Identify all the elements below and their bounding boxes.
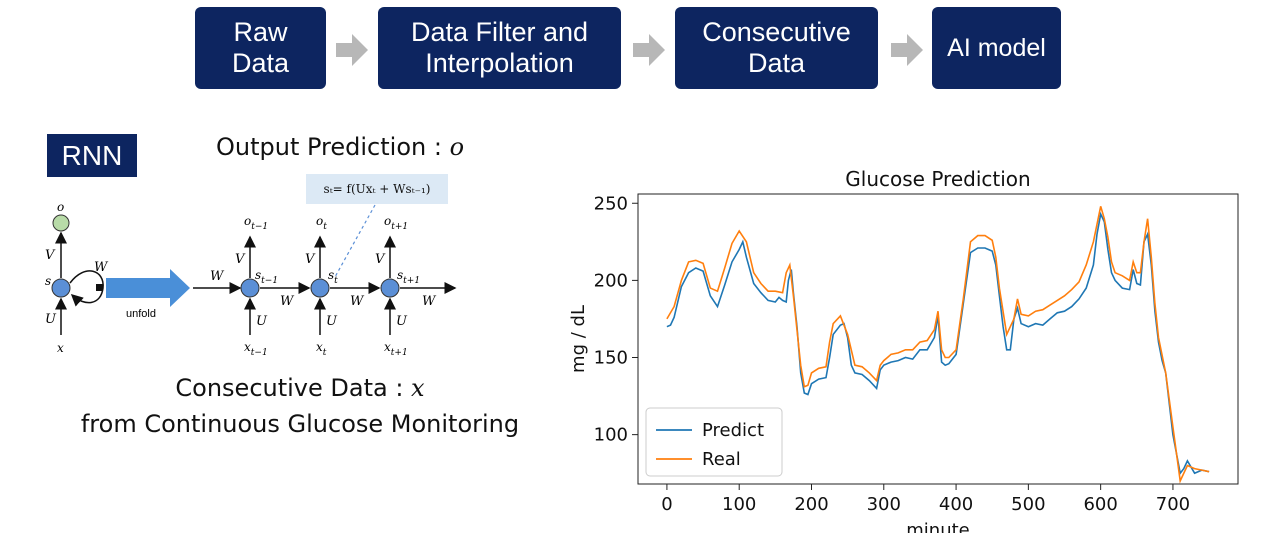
x-tick-label: 500 bbox=[1011, 494, 1045, 515]
x-tick-label: 700 bbox=[1156, 494, 1190, 515]
input-caption-line2: from Continuous Glucose Monitoring bbox=[80, 410, 520, 438]
rnn-badge: RNN bbox=[47, 134, 137, 177]
input-var: x bbox=[411, 374, 425, 402]
label-o-cur: ot bbox=[316, 214, 327, 232]
hidden-node-next bbox=[380, 278, 400, 298]
label-V: V bbox=[45, 248, 56, 263]
output-caption: Output Prediction : o bbox=[200, 133, 480, 161]
y-tick-label: 150 bbox=[594, 348, 628, 369]
hidden-node-cur bbox=[310, 278, 330, 298]
chart-title: Glucose Prediction bbox=[845, 168, 1030, 191]
label-U-2: U bbox=[326, 314, 338, 329]
pipeline-arrow-1 bbox=[336, 34, 368, 66]
rnn-formula: sₜ= f(Uxₜ + Wsₜ₋₁) bbox=[306, 174, 448, 204]
output-var: o bbox=[449, 133, 465, 161]
pipeline-step-ai-model: AI model bbox=[932, 7, 1061, 89]
x-tick-label: 0 bbox=[661, 494, 672, 515]
legend-label-predict: Predict bbox=[702, 420, 764, 441]
unfold-label: unfold bbox=[126, 308, 156, 320]
legend-label-real: Real bbox=[702, 449, 741, 470]
label-U: U bbox=[45, 312, 57, 327]
label-x-next: xt+1 bbox=[384, 340, 408, 358]
folded-output-node bbox=[52, 214, 70, 232]
x-axis-label: minute bbox=[906, 520, 969, 533]
pipeline-arrow-3 bbox=[891, 34, 923, 66]
label-x: x bbox=[57, 341, 64, 355]
folded-hidden-node bbox=[51, 278, 71, 298]
label-o: o bbox=[57, 200, 64, 214]
x-tick-label: 200 bbox=[794, 494, 828, 515]
label-V-1: V bbox=[235, 252, 246, 267]
input-caption-line1: Consecutive Data : x bbox=[175, 374, 425, 402]
glucose-chart: Glucose Prediction 0 100 200 300 400 500 600 700… bbox=[568, 168, 1239, 533]
pipeline-step-data-filter: Data Filter and Interpolation bbox=[378, 7, 621, 89]
y-axis-label: mg / dL bbox=[568, 305, 589, 373]
plot-frame bbox=[637, 193, 1239, 485]
label-U-1: U bbox=[256, 314, 268, 329]
label-x-cur: xt bbox=[316, 340, 327, 358]
y-tick-label: 100 bbox=[594, 425, 628, 446]
pipeline-step-raw-data: Raw Data bbox=[195, 7, 326, 89]
hidden-node-prev bbox=[240, 278, 260, 298]
x-tick-label: 100 bbox=[722, 494, 756, 515]
input-caption: Consecutive Data : x from Continuous Glu… bbox=[40, 370, 560, 442]
label-o-prev: ot−1 bbox=[244, 214, 268, 232]
x-tick-label: 600 bbox=[1083, 494, 1117, 515]
label-W-3: W bbox=[422, 294, 437, 309]
label-s-next: st+1 bbox=[397, 268, 420, 286]
x-tick-label: 300 bbox=[867, 494, 901, 515]
unfold-arrow bbox=[106, 269, 190, 307]
label-x-prev: xt−1 bbox=[244, 340, 268, 358]
label-W-2: W bbox=[350, 294, 365, 309]
pipeline-arrow-2 bbox=[633, 34, 665, 66]
rnn-diagram: o s V U W x unfold W W W W V V V U U U o… bbox=[45, 200, 457, 358]
series-line-real bbox=[666, 206, 1210, 484]
label-W-loop: W bbox=[94, 260, 109, 275]
label-W-in: W bbox=[210, 269, 225, 284]
label-s-cur: st bbox=[328, 268, 338, 286]
x-tick-label: 400 bbox=[939, 494, 973, 515]
label-V-3: V bbox=[375, 252, 386, 267]
formula-pointer bbox=[334, 204, 376, 278]
label-s-prev: st−1 bbox=[255, 268, 278, 286]
label-o-next: ot+1 bbox=[384, 214, 408, 232]
pipeline-step-consecutive-data: Consecutive Data bbox=[675, 7, 878, 89]
label-U-3: U bbox=[396, 314, 408, 329]
label-V-2: V bbox=[305, 252, 316, 267]
label-W-1: W bbox=[280, 294, 295, 309]
output-caption-text: Output Prediction : bbox=[215, 133, 450, 161]
y-tick-label: 200 bbox=[594, 270, 628, 291]
series-line-predict bbox=[666, 211, 1210, 476]
y-tick-label: 250 bbox=[594, 193, 628, 214]
label-s: s bbox=[45, 274, 51, 288]
